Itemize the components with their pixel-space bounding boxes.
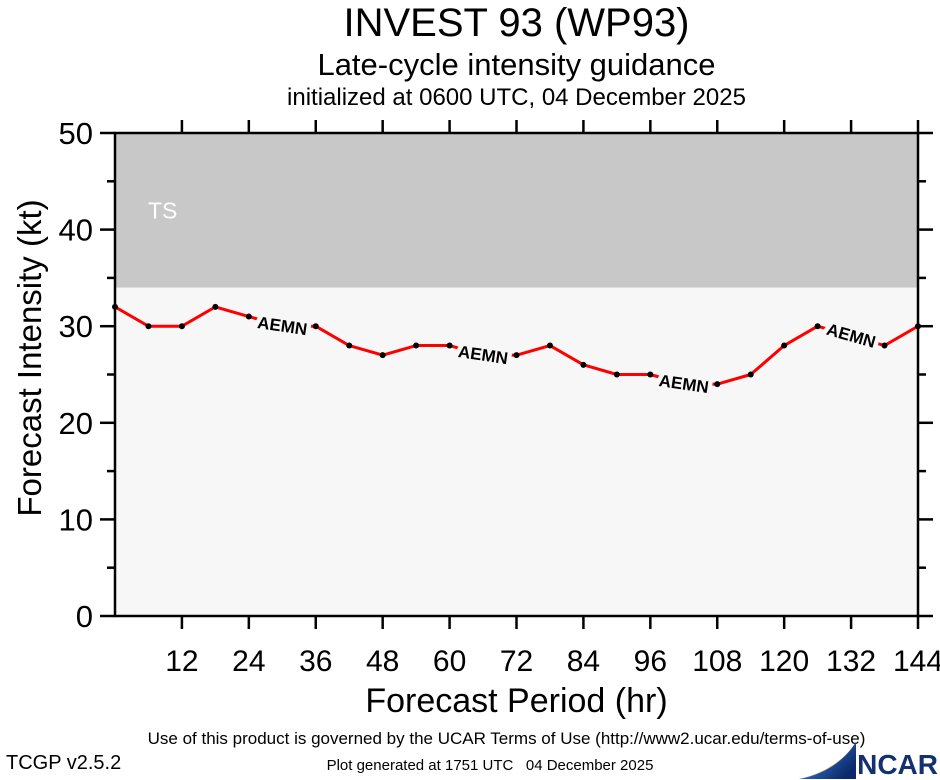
x-tick-label: 120 bbox=[759, 645, 809, 678]
x-tick-label: 84 bbox=[567, 645, 600, 678]
data-point bbox=[178, 323, 185, 330]
data-point bbox=[446, 342, 453, 349]
tcgp-version-label: TCGP v2.5.2 bbox=[6, 752, 122, 774]
y-tick-label: 20 bbox=[59, 406, 93, 441]
x-tick-label: 48 bbox=[366, 645, 399, 678]
data-point bbox=[546, 342, 553, 349]
plot-frame bbox=[113, 131, 920, 618]
x-tick-label: 72 bbox=[500, 645, 533, 678]
ts-band bbox=[115, 133, 918, 288]
data-point bbox=[747, 371, 754, 378]
y-tick-label: 0 bbox=[76, 599, 93, 634]
data-point bbox=[881, 342, 888, 349]
data-point bbox=[245, 313, 252, 320]
data-point bbox=[413, 342, 420, 349]
data-point bbox=[814, 323, 821, 330]
x-tick-label: 60 bbox=[433, 645, 466, 678]
y-tick-label: 50 bbox=[59, 116, 93, 151]
data-point bbox=[714, 381, 721, 388]
data-point bbox=[647, 371, 654, 378]
page-subtitle: Late-cycle intensity guidance bbox=[317, 47, 716, 82]
data-point bbox=[613, 371, 620, 378]
data-point bbox=[513, 352, 520, 359]
x-axis-title: Forecast Period (hr) bbox=[365, 682, 668, 720]
ncar-swoosh-icon bbox=[799, 742, 857, 779]
data-point bbox=[212, 303, 219, 310]
data-point bbox=[580, 361, 587, 368]
x-tick-label: 144 bbox=[893, 645, 940, 678]
data-point bbox=[346, 342, 353, 349]
ts-band-label: TS bbox=[148, 197, 177, 223]
x-tick-label: 108 bbox=[692, 645, 742, 678]
y-axis-title: Forecast Intensity (kt) bbox=[11, 199, 48, 517]
y-tick-label: 40 bbox=[59, 213, 93, 248]
x-tick-label: 36 bbox=[299, 645, 332, 678]
x-tick-label: 12 bbox=[165, 645, 198, 678]
data-point bbox=[145, 323, 152, 330]
plot-generated-label: Plot generated at 1751 UTC 04 December 2… bbox=[326, 757, 654, 774]
ncar-logo: NCAR bbox=[799, 741, 938, 779]
page-title: INVEST 93 (WP93) bbox=[343, 1, 690, 45]
ucar-terms-text: Use of this product is governed by the U… bbox=[147, 729, 866, 748]
ncar-logo-text: NCAR bbox=[857, 749, 938, 780]
y-tick-label: 30 bbox=[59, 309, 93, 344]
x-tick-label: 132 bbox=[826, 645, 876, 678]
x-tick-label: 24 bbox=[232, 645, 265, 678]
y-tick-label: 10 bbox=[59, 502, 93, 537]
data-point bbox=[312, 323, 319, 330]
data-point bbox=[379, 352, 386, 359]
data-point bbox=[781, 342, 788, 349]
init-time-label: initialized at 0600 UTC, 04 December 202… bbox=[287, 84, 746, 111]
x-tick-label: 96 bbox=[634, 645, 667, 678]
